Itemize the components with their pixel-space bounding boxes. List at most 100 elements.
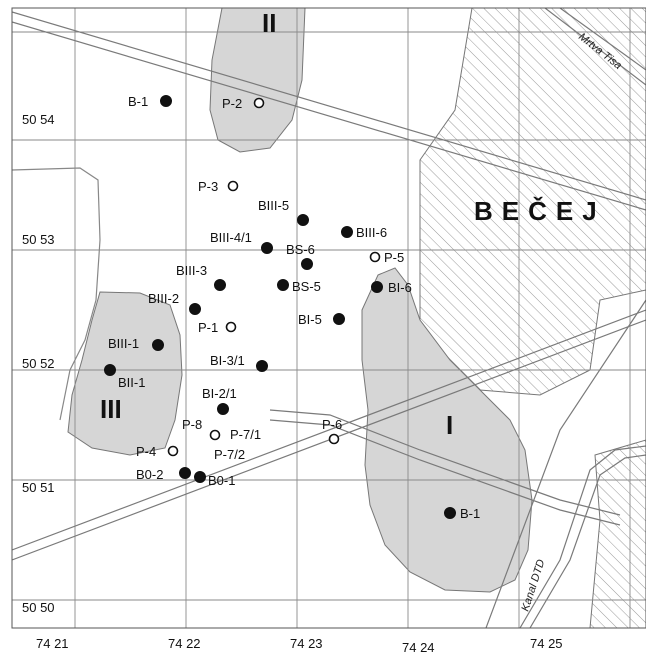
zone-label-i: I [446, 410, 453, 440]
well-label: P-3 [198, 179, 218, 194]
well-bs-5: BS-5 [277, 279, 321, 294]
boundary-line [12, 167, 101, 421]
x-axis-labels: 74 21 74 22 74 23 74 24 74 25 [36, 636, 563, 653]
piezometer-marker [225, 321, 237, 333]
y-tick-label: 50 52 [22, 356, 55, 371]
well-p-6: P-6 [322, 417, 342, 445]
well-p-2: P-2 [222, 96, 265, 111]
well-b0-2: B0-2 [136, 467, 191, 482]
roads [12, 8, 646, 628]
well-bi-5: BI-5 [298, 312, 345, 327]
piezometer-marker [328, 433, 340, 445]
borehole-marker [104, 364, 116, 376]
well-label: BIII-2 [148, 291, 179, 306]
borehole-marker [333, 313, 345, 325]
borehole-marker [214, 279, 226, 291]
well-biii-5: BIII-5 [258, 198, 309, 226]
well-p-8: P-8 [182, 417, 221, 441]
map-grid [12, 8, 646, 628]
well-bi-3-1: BI-3/1 [210, 353, 268, 372]
map-frame [11, 7, 646, 629]
well-label: BI-2/1 [202, 386, 237, 401]
well-bi-6: BI-6 [371, 280, 412, 295]
well-label: P-6 [322, 417, 342, 432]
well-bi-2-1: BI-2/1 [202, 386, 237, 415]
well-biii-1: BIII-1 [108, 336, 164, 351]
borehole-marker [152, 339, 164, 351]
town-area [419, 8, 646, 628]
well-biii-2: BIII-2 [148, 291, 201, 315]
piezometer-marker [369, 251, 381, 263]
y-tick-label: 50 53 [22, 232, 55, 247]
well-bii-1: BII-1 [104, 364, 145, 390]
zone-ii-area [209, 8, 306, 153]
well-label: BIII-3 [176, 263, 207, 278]
well-label: P-7/2 [214, 447, 245, 462]
well-biii-4-1: BIII-4/1 [210, 230, 273, 254]
piezometer-marker [227, 180, 239, 192]
well-b-1: B-1 [128, 94, 172, 109]
borehole-marker [256, 360, 268, 372]
y-tick-label: 50 54 [22, 112, 55, 127]
borehole-marker [277, 279, 289, 291]
well-label: B0-1 [208, 473, 235, 488]
well-label: BS-6 [286, 242, 315, 257]
well-label: BS-5 [292, 279, 321, 294]
well-b0-1: B0-1 [194, 471, 235, 488]
borehole-marker [341, 226, 353, 238]
well-label: BI-6 [388, 280, 412, 295]
piezometer-marker [253, 97, 265, 109]
borehole-marker [179, 467, 191, 479]
well-label: P-5 [384, 250, 404, 265]
x-tick-label: 74 23 [290, 636, 323, 651]
zone-label-iii: III [100, 394, 122, 424]
borehole-marker [297, 214, 309, 226]
well-label: P-4 [136, 444, 156, 459]
well-label: BIII-1 [108, 336, 139, 351]
well-label: BIII-6 [356, 225, 387, 240]
well-label: BII-1 [118, 375, 145, 390]
y-tick-label: 50 51 [22, 480, 55, 495]
well-label: B0-2 [136, 467, 163, 482]
wells-layer: B-1 P-2 P-3 BIII-5 BIII-6 BIII-4/1 BS-6 P-5 BIII… [104, 94, 480, 521]
well-label: BI-5 [298, 312, 322, 327]
well-p-5: P-5 [369, 250, 404, 265]
well-label: BI-3/1 [210, 353, 245, 368]
zone-label-ii: II [262, 8, 276, 38]
piezometer-marker [167, 445, 179, 457]
well-label: BIII-4/1 [210, 230, 252, 245]
well-label: P-8 [182, 417, 202, 432]
well-label: P-2 [222, 96, 242, 111]
borehole-marker [194, 471, 206, 483]
borehole-marker [189, 303, 201, 315]
y-tick-label: 50 50 [22, 600, 55, 615]
borehole-marker [371, 281, 383, 293]
well-p-4: P-4 [136, 444, 179, 459]
well-label: B-1 [128, 94, 148, 109]
well-b-1: B-1 [444, 506, 480, 521]
borehole-marker [160, 95, 172, 107]
x-tick-label: 74 21 [36, 636, 69, 651]
well-bs-6: BS-6 [286, 242, 315, 270]
borehole-marker [217, 403, 229, 415]
well-label: P-1 [198, 320, 218, 335]
town-label: BEČEJ [474, 196, 606, 226]
well-p-7-2: P-7/2 [214, 447, 245, 462]
well-biii-6: BIII-6 [341, 225, 387, 240]
zone-iii-area [67, 291, 183, 456]
borehole-marker [261, 242, 273, 254]
well-p-7-1: P-7/1 [230, 427, 261, 442]
zone-i-area [361, 267, 533, 593]
well-label: P-7/1 [230, 427, 261, 442]
x-tick-label: 74 22 [168, 636, 201, 651]
x-tick-label: 74 24 [402, 640, 435, 653]
well-label: BIII-5 [258, 198, 289, 213]
well-label: B-1 [460, 506, 480, 521]
x-tick-label: 74 25 [530, 636, 563, 651]
well-p-3: P-3 [198, 179, 239, 194]
borehole-marker [444, 507, 456, 519]
piezometer-marker [209, 429, 221, 441]
y-axis-labels: 50 54 50 53 50 52 50 51 50 50 [22, 112, 55, 615]
well-biii-3: BIII-3 [176, 263, 226, 291]
